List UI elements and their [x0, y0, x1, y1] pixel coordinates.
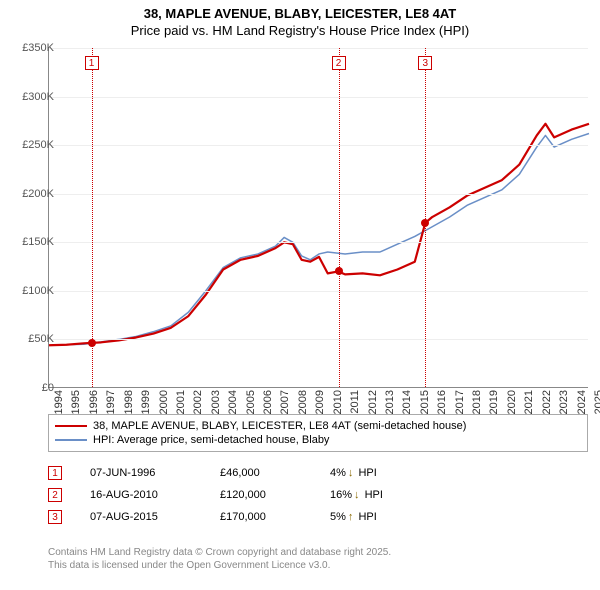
x-axis-label: 2011 [349, 390, 361, 414]
x-axis-label: 2003 [210, 390, 222, 414]
delta-pct: 5% [330, 511, 346, 523]
transaction-index: 2 [48, 488, 62, 502]
x-axis-label: 1999 [140, 390, 152, 414]
chart-area: 1994199519961997199819992000200120022003… [48, 48, 588, 388]
x-axis-label: 1998 [123, 390, 135, 414]
x-axis-label: 1996 [88, 390, 100, 414]
legend: 38, MAPLE AVENUE, BLABY, LEICESTER, LE8 … [48, 414, 588, 452]
x-axis-label: 2018 [471, 390, 483, 414]
x-axis-label: 2021 [523, 390, 535, 414]
legend-swatch [55, 439, 87, 441]
x-axis-label: 2007 [279, 390, 291, 414]
event-marker: 3 [418, 56, 432, 70]
x-axis-label: 2012 [367, 390, 379, 414]
legend-row: HPI: Average price, semi-detached house,… [55, 433, 581, 447]
y-axis-label: £50K [28, 333, 54, 345]
transaction-price: £170,000 [220, 511, 330, 523]
page-root: 38, MAPLE AVENUE, BLABY, LEICESTER, LE8 … [0, 0, 600, 590]
transaction-delta: 4%↓ HPI [330, 467, 450, 479]
y-axis-label: £300K [22, 91, 54, 103]
transactions-table: 107-JUN-1996£46,0004%↓ HPI216-AUG-2010£1… [48, 462, 588, 528]
event-point [335, 267, 343, 275]
x-axis-label: 2015 [419, 390, 431, 414]
delta-pct: 16% [330, 489, 352, 501]
footer-line2: This data is licensed under the Open Gov… [48, 559, 588, 572]
event-vline [339, 48, 340, 387]
event-point [88, 339, 96, 347]
x-axis-label: 1994 [53, 390, 65, 414]
x-axis-label: 2001 [175, 390, 187, 414]
chart-svg [49, 48, 589, 388]
transaction-price: £120,000 [220, 489, 330, 501]
event-vline [425, 48, 426, 387]
x-axis-label: 2016 [436, 390, 448, 414]
legend-row: 38, MAPLE AVENUE, BLABY, LEICESTER, LE8 … [55, 419, 581, 433]
delta-pct: 4% [330, 467, 346, 479]
x-axis-label: 2022 [541, 390, 553, 414]
x-axis-label: 1997 [105, 390, 117, 414]
arrow-down-icon: ↓ [354, 489, 360, 501]
event-marker: 1 [85, 56, 99, 70]
transaction-row: 2 16-AUG-2010£120,00016%↓ HPI [48, 484, 588, 506]
transaction-delta: 16%↓ HPI [330, 489, 450, 501]
transaction-delta: 5%↑ HPI [330, 511, 450, 523]
event-marker: 2 [332, 56, 346, 70]
event-vline [92, 48, 93, 387]
x-axis-label: 2008 [297, 390, 309, 414]
legend-label: 38, MAPLE AVENUE, BLABY, LEICESTER, LE8 … [93, 420, 466, 432]
x-axis-label: 2002 [192, 390, 204, 414]
series-line [49, 124, 589, 345]
x-axis-label: 2017 [454, 390, 466, 414]
footer-line1: Contains HM Land Registry data © Crown c… [48, 546, 588, 559]
x-axis-label: 2024 [576, 390, 588, 414]
x-axis-label: 2005 [245, 390, 257, 414]
gridline-h [49, 339, 588, 340]
gridline-h [49, 48, 588, 49]
y-axis-label: £100K [22, 285, 54, 297]
transaction-row: 3 07-AUG-2015£170,0005%↑ HPI [48, 506, 588, 528]
y-axis-label: £0 [42, 382, 54, 394]
legend-label: HPI: Average price, semi-detached house,… [93, 434, 329, 446]
x-axis-label: 2013 [384, 390, 396, 414]
event-point [421, 219, 429, 227]
delta-suffix: HPI [355, 511, 376, 523]
transaction-index: 1 [48, 466, 62, 480]
transaction-date: 07-AUG-2015 [90, 511, 220, 523]
x-axis-label: 2010 [332, 390, 344, 414]
x-axis-label: 2019 [488, 390, 500, 414]
legend-swatch [55, 425, 87, 428]
gridline-h [49, 194, 588, 195]
delta-suffix: HPI [362, 489, 383, 501]
chart-subtitle: Price paid vs. HM Land Registry's House … [0, 23, 600, 42]
x-axis-label: 2023 [558, 390, 570, 414]
transaction-date: 07-JUN-1996 [90, 467, 220, 479]
gridline-h [49, 145, 588, 146]
x-axis-label: 1995 [70, 390, 82, 414]
footer: Contains HM Land Registry data © Crown c… [48, 546, 588, 572]
gridline-h [49, 291, 588, 292]
gridline-h [49, 242, 588, 243]
arrow-up-icon: ↑ [348, 511, 354, 523]
x-axis-label: 2009 [314, 390, 326, 414]
x-axis-label: 2025 [593, 390, 600, 414]
chart-title: 38, MAPLE AVENUE, BLABY, LEICESTER, LE8 … [0, 0, 600, 23]
transaction-row: 1 07-JUN-1996£46,0004%↓ HPI [48, 462, 588, 484]
y-axis-label: £250K [22, 139, 54, 151]
delta-suffix: HPI [355, 467, 376, 479]
y-axis-label: £200K [22, 188, 54, 200]
transaction-index: 3 [48, 510, 62, 524]
y-axis-label: £350K [22, 42, 54, 54]
gridline-h [49, 97, 588, 98]
y-axis-label: £150K [22, 236, 54, 248]
x-axis-label: 2006 [262, 390, 274, 414]
transaction-date: 16-AUG-2010 [90, 489, 220, 501]
transaction-price: £46,000 [220, 467, 330, 479]
x-axis-label: 2004 [227, 390, 239, 414]
x-axis-label: 2000 [158, 390, 170, 414]
x-axis-label: 2014 [401, 390, 413, 414]
series-line [49, 133, 589, 345]
x-axis-label: 2020 [506, 390, 518, 414]
arrow-down-icon: ↓ [348, 467, 354, 479]
